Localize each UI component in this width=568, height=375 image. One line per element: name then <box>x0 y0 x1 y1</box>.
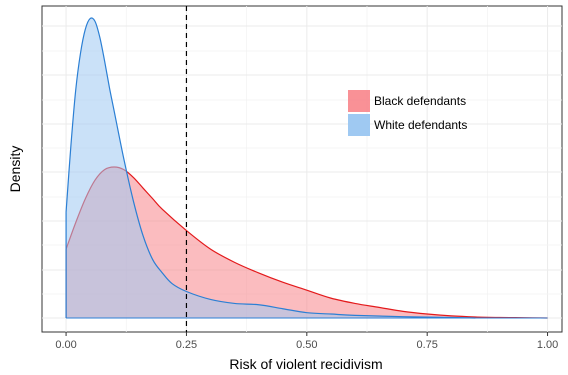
line-white-defendants <box>65 17 476 319</box>
x-tick-label: 0.00 <box>55 339 76 351</box>
x-tick-label: 1.00 <box>537 339 558 351</box>
area-white-defendants <box>66 18 476 318</box>
x-axis-title: Risk of violent recidivism <box>229 356 382 372</box>
x-axis-ticks: 0.00 0.25 0.50 0.75 1.00 <box>55 332 558 351</box>
legend-label-white-defendants: White defendants <box>374 118 467 132</box>
legend-key-black-defendants <box>348 90 370 112</box>
x-tick-label: 0.75 <box>416 339 437 351</box>
legend-key-white-defendants <box>348 114 370 136</box>
legend: Black defendants White defendants <box>348 90 467 136</box>
x-tick-label: 0.25 <box>176 339 197 351</box>
legend-label-black-defendants: Black defendants <box>374 94 466 108</box>
y-axis-title: Density <box>7 146 23 193</box>
x-tick-label: 0.50 <box>296 339 317 351</box>
